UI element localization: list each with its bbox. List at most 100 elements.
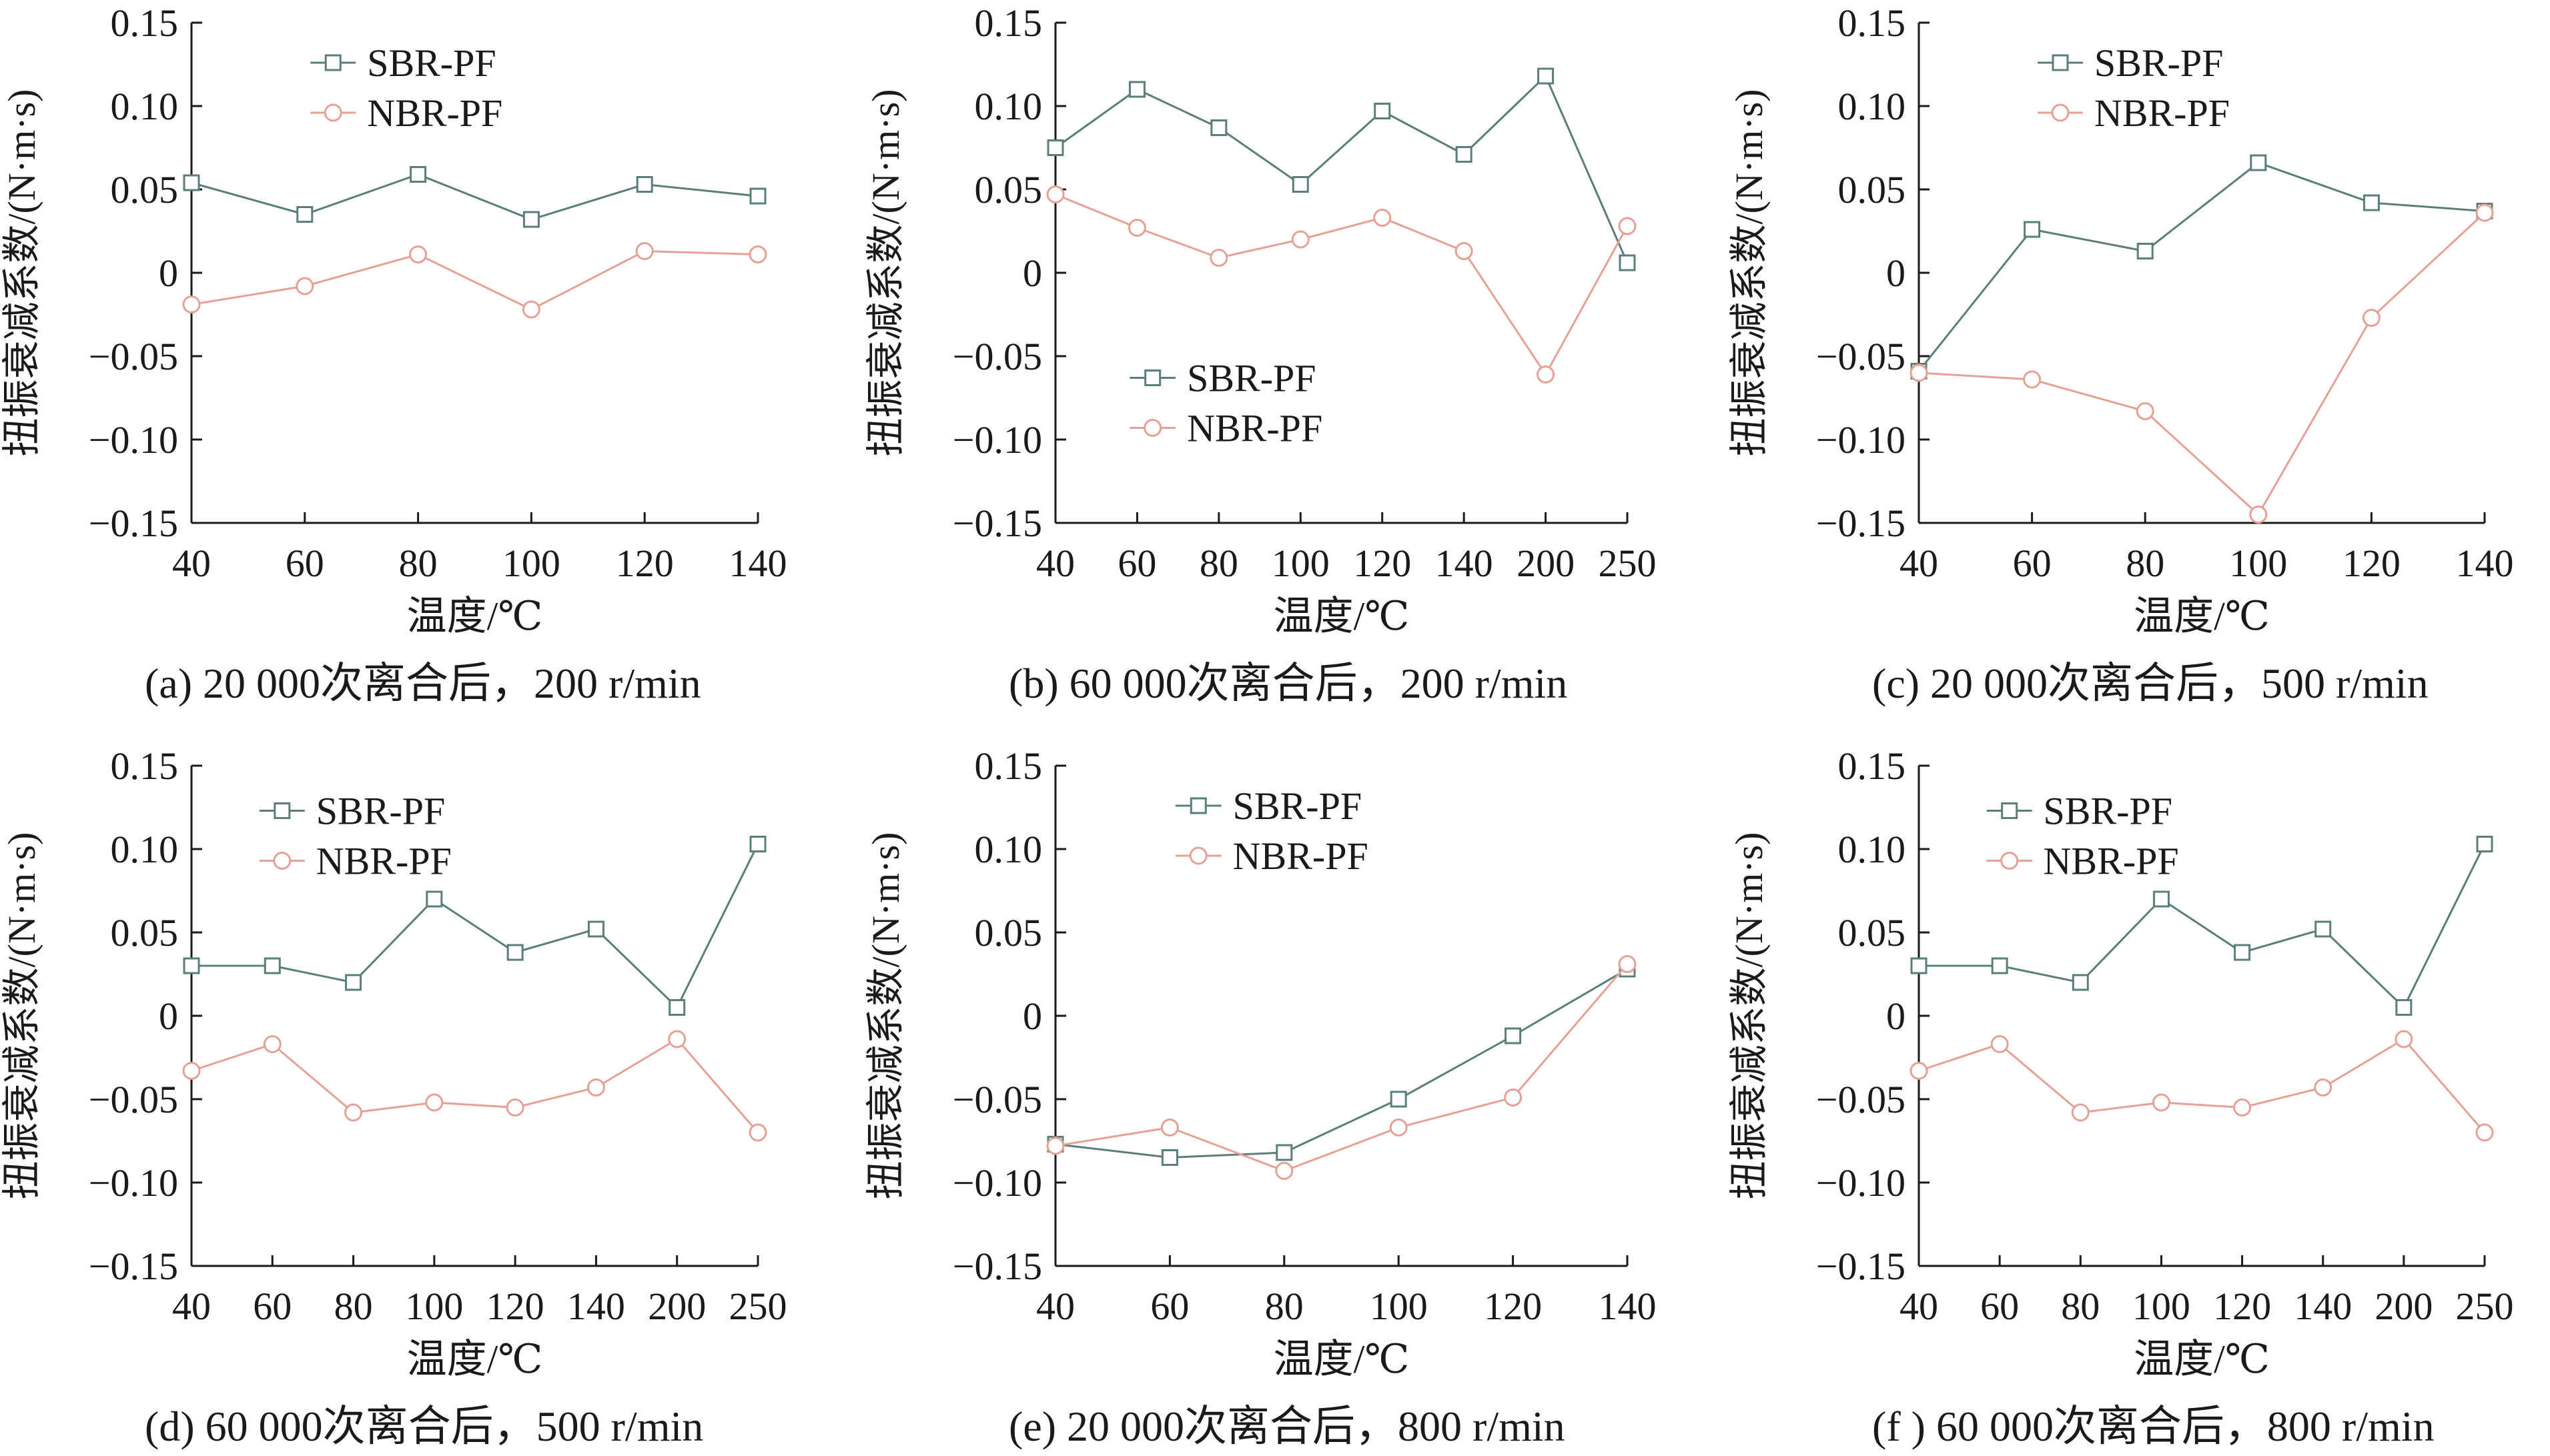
data-point-sbr-pf	[345, 974, 362, 991]
data-point-nbr-pf	[1990, 1035, 2009, 1053]
chart-legend: SBR-PF NBR-PF	[1130, 357, 1322, 450]
y-tick-label: 0.10	[111, 828, 179, 871]
legend-marker	[324, 54, 342, 71]
y-tick-label: 0.15	[975, 744, 1043, 788]
legend-marker	[1189, 846, 1208, 865]
data-point-nbr-pf	[1389, 1119, 1408, 1137]
data-point-sbr-pf	[2136, 243, 2154, 259]
data-point-sbr-pf	[2234, 944, 2251, 961]
data-point-nbr-pf	[2023, 370, 2042, 389]
data-point-nbr-pf	[2152, 1093, 2170, 1112]
legend-label: NBR-PF	[2044, 840, 2179, 883]
y-axis-title: 扭振衰减系数/(N·m·s)	[1727, 89, 1771, 457]
series-line-nbr-pf	[1918, 1038, 2486, 1133]
data-point-sbr-pf	[1991, 957, 2008, 974]
data-point-nbr-pf	[635, 242, 654, 260]
data-point-sbr-pf	[1910, 957, 1928, 974]
data-point-sbr-pf	[587, 920, 604, 938]
series-line-sbr-pf	[1055, 968, 1628, 1159]
data-point-nbr-pf	[1909, 363, 1928, 382]
series-line-sbr-pf	[191, 843, 759, 1010]
y-tick-label: 0.05	[975, 911, 1043, 954]
y-axis-title: 扭振衰减系数/(N·m·s)	[1727, 832, 1771, 1200]
x-tick-label: 120	[1484, 1285, 1542, 1328]
legend-label: SBR-PF	[2094, 41, 2223, 85]
data-point-nbr-pf	[296, 277, 314, 295]
x-axis-title: 温度/℃	[2134, 594, 2270, 638]
data-point-sbr-pf	[2395, 999, 2413, 1016]
data-point-sbr-pf	[1390, 1090, 1407, 1108]
data-point-nbr-pf	[2071, 1103, 2090, 1122]
series-line-nbr-pf	[191, 249, 759, 311]
data-point-sbr-pf	[669, 999, 686, 1016]
chart-legend: SBR-PF NBR-PF	[310, 41, 502, 135]
x-tick-label: 100	[1272, 542, 1330, 585]
data-point-sbr-pf	[522, 211, 540, 228]
data-point-nbr-pf	[2314, 1078, 2332, 1097]
data-point-nbr-pf	[2136, 402, 2154, 420]
data-point-nbr-pf	[2233, 1099, 2252, 1117]
chart-panel: −0.15 −0.10 −0.05 0 0.05 0.10 0.15 40 60 80 100 120…	[864, 1, 1657, 707]
legend-marker	[1190, 797, 1207, 814]
x-tick-label: 60	[253, 1285, 292, 1328]
x-tick-label: 60	[2013, 542, 2052, 585]
x-tick-label: 140	[567, 1285, 625, 1328]
x-tick-label: 200	[1517, 542, 1575, 585]
x-tick-label: 100	[1370, 1285, 1428, 1328]
data-point-sbr-pf	[749, 836, 767, 852]
y-tick-label: −0.10	[89, 1161, 178, 1205]
data-point-nbr-pf	[1537, 366, 1555, 384]
data-point-sbr-pf	[1505, 1027, 1522, 1044]
y-tick-label: 0.10	[1838, 85, 1906, 128]
x-axis-title: 温度/℃	[2134, 1337, 2270, 1381]
legend-marker	[273, 852, 292, 870]
y-tick-label: −0.10	[89, 418, 178, 462]
x-tick-label: 80	[334, 1285, 373, 1328]
x-tick-label: 250	[729, 1285, 787, 1328]
legend-label: NBR-PF	[1233, 834, 1368, 878]
data-point-nbr-pf	[1275, 1162, 1294, 1180]
legend-marker	[324, 103, 342, 122]
data-point-sbr-pf	[1128, 81, 1146, 98]
y-tick-label: 0.15	[975, 1, 1043, 45]
y-axis-title: 扭振衰减系数/(N·m·s)	[0, 89, 43, 457]
y-tick-label: −0.05	[1816, 1078, 1905, 1121]
y-tick-label: 0.05	[111, 168, 179, 211]
x-tick-label: 100	[405, 1285, 463, 1328]
data-point-nbr-pf	[2475, 203, 2494, 222]
data-point-nbr-pf	[182, 295, 201, 313]
x-tick-label: 200	[2375, 1285, 2433, 1328]
x-tick-label: 80	[1200, 542, 1238, 585]
data-point-sbr-pf	[264, 957, 281, 974]
y-tick-label: 0.15	[1838, 744, 1906, 788]
data-point-sbr-pf	[1455, 146, 1472, 163]
legend-label: SBR-PF	[1187, 357, 1316, 400]
series-line-nbr-pf	[1055, 193, 1629, 377]
series-line-sbr-pf	[1918, 161, 2485, 372]
panel-caption: (d) 60 000次离合后，500 r/min	[145, 1403, 703, 1450]
panel-caption: (a) 20 000次离合后，200 r/min	[145, 660, 701, 707]
y-tick-label: −0.15	[89, 1245, 178, 1288]
data-point-sbr-pf	[1619, 254, 1636, 271]
y-tick-label: 0.05	[1838, 911, 1906, 954]
data-point-sbr-pf	[1276, 1144, 1293, 1161]
legend-marker	[1144, 370, 1162, 386]
x-tick-label: 140	[2456, 542, 2514, 585]
y-tick-label: 0	[1886, 251, 1905, 295]
legend-label: NBR-PF	[1187, 407, 1322, 450]
y-tick-label: 0.10	[975, 85, 1043, 128]
data-point-sbr-pf	[1537, 67, 1555, 85]
x-tick-label: 60	[1150, 1285, 1189, 1328]
x-tick-label: 140	[729, 542, 787, 585]
data-point-nbr-pf	[2249, 506, 2268, 524]
x-axis-title: 温度/℃	[1274, 1337, 1410, 1381]
x-tick-label: 80	[2126, 542, 2164, 585]
x-tick-label: 60	[1118, 542, 1156, 585]
data-point-sbr-pf	[2024, 221, 2041, 238]
data-point-nbr-pf	[1160, 1119, 1179, 1137]
y-tick-label: −0.10	[953, 418, 1042, 462]
series-line-sbr-pf	[1055, 74, 1629, 263]
y-tick-label: −0.15	[953, 1245, 1042, 1288]
chart-panel: −0.15 −0.10 −0.05 0 0.05 0.10 0.15 40 60 80 100 120…	[0, 1, 787, 707]
data-point-nbr-pf	[1046, 185, 1065, 203]
